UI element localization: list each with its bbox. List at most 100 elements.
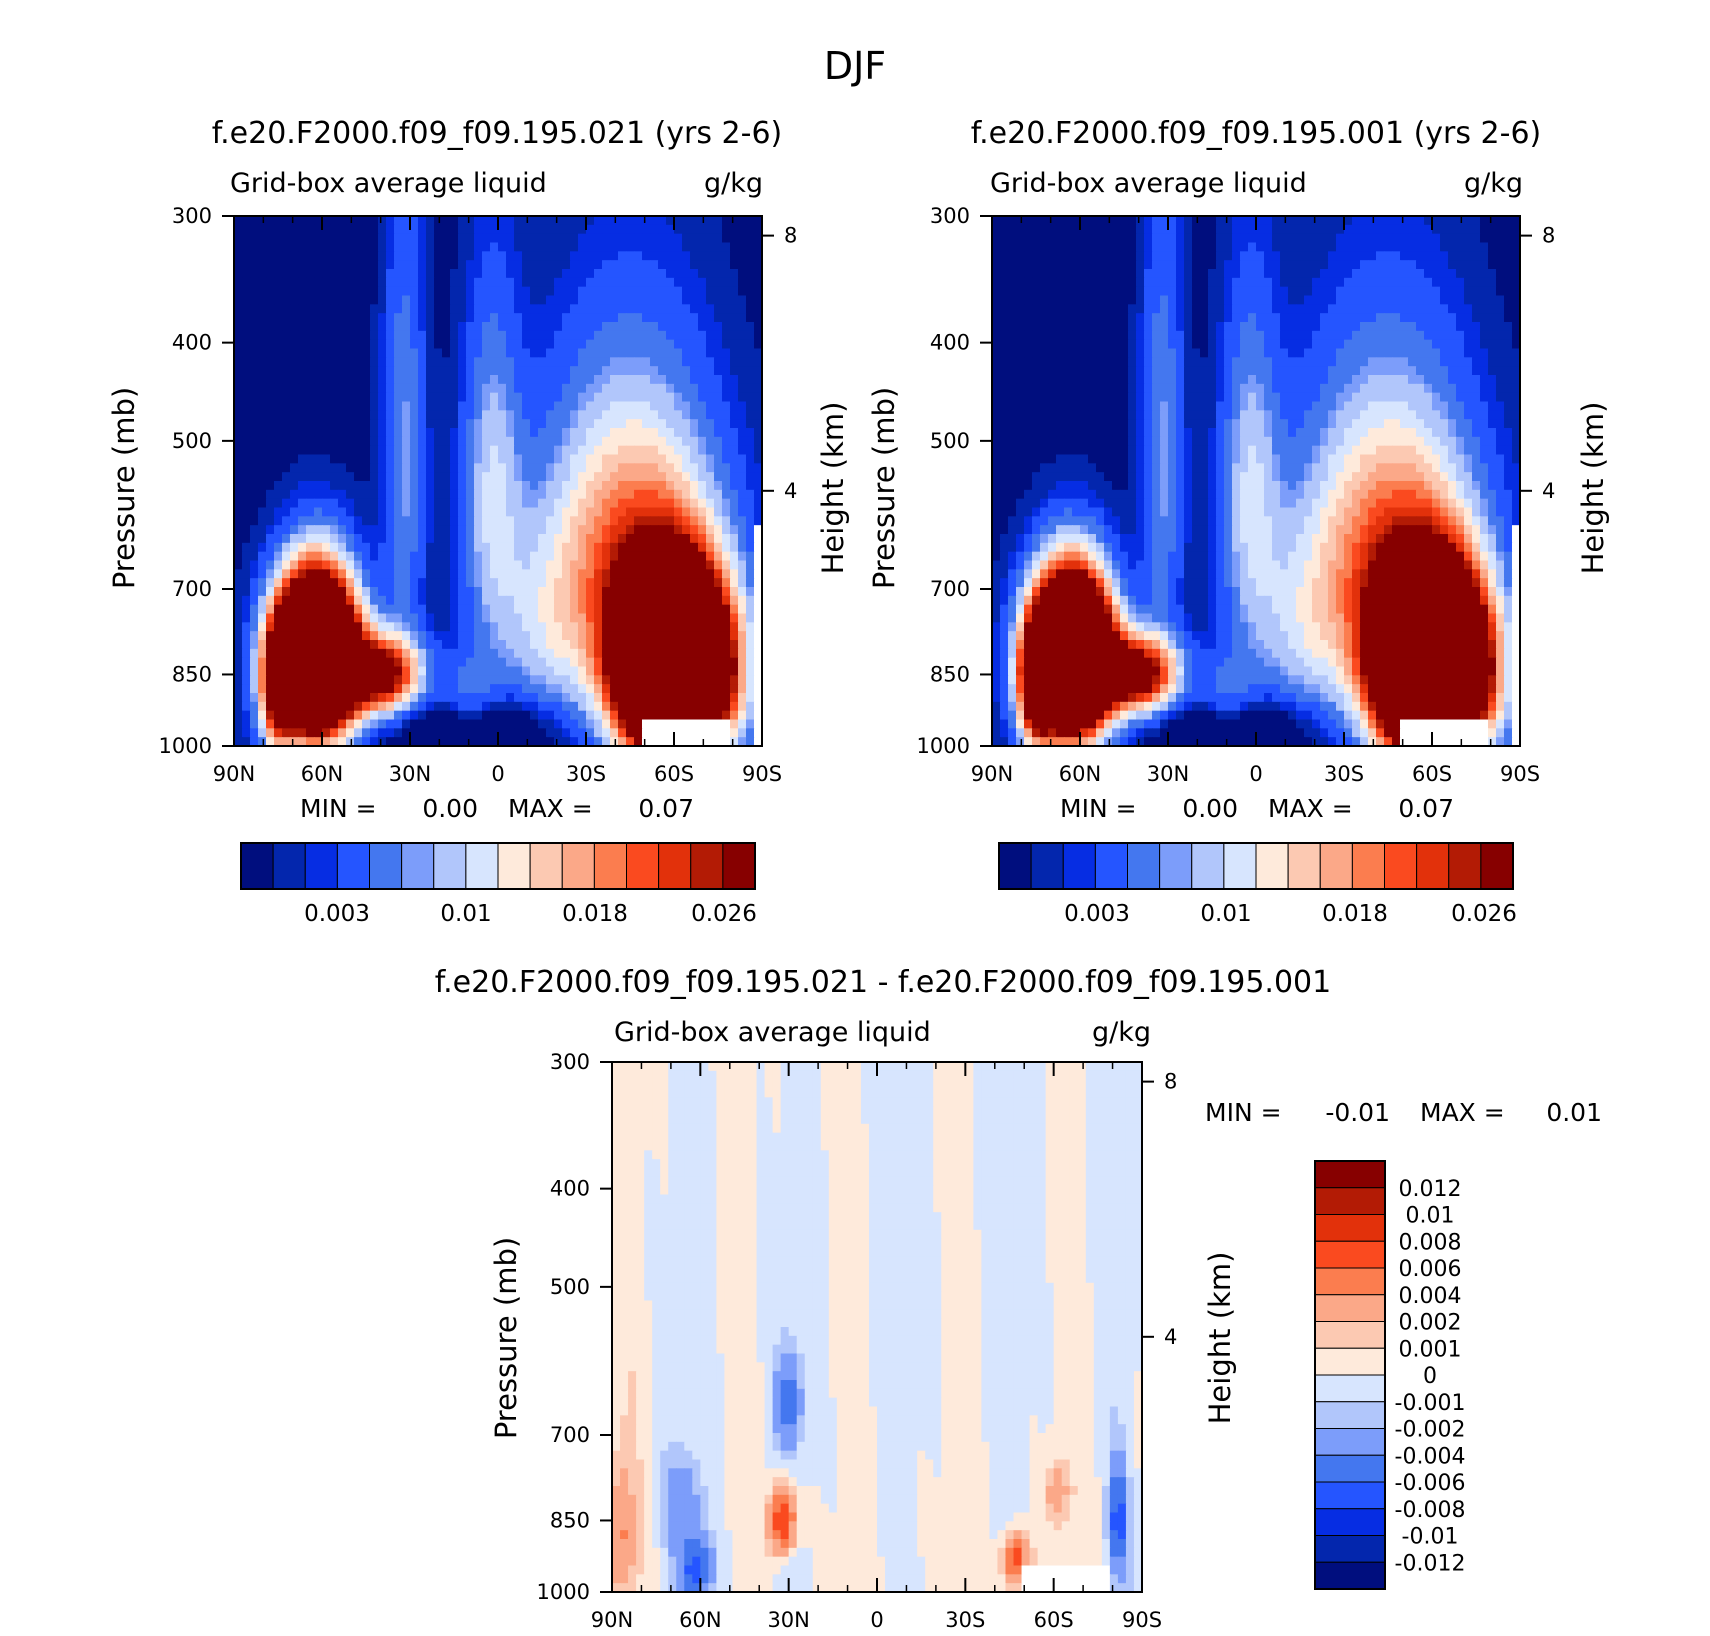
heatmap-cell [666, 525, 675, 535]
heatmap-cell [578, 339, 587, 350]
heatmap-cell [1184, 277, 1193, 288]
heatmap-cell [634, 251, 643, 261]
heatmap-cell [674, 481, 683, 491]
heatmap-cell [706, 613, 715, 623]
heatmap-cell [338, 578, 347, 588]
heatmap-cell [690, 472, 699, 482]
heatmap-cell [290, 286, 299, 297]
heatmap-cell [554, 498, 563, 509]
heatmap-cell [378, 560, 387, 570]
heatmap-cell [746, 640, 755, 650]
heatmap-cell [570, 498, 579, 509]
heatmap-cell [730, 578, 739, 588]
heatmap-cell [234, 224, 243, 235]
heatmap-cell [250, 595, 259, 606]
heatmap-cell [538, 383, 547, 394]
heatmap-cell [618, 525, 627, 535]
heatmap-cell [322, 375, 331, 385]
heatmap-cell [674, 684, 683, 694]
heatmap-cell [386, 392, 395, 403]
heatmap-cell [1192, 277, 1201, 288]
heatmap-cell [482, 304, 491, 314]
heatmap-cell [306, 295, 315, 305]
heatmap-cell [738, 595, 747, 606]
heatmap-cell [306, 560, 315, 570]
heatmap-cell [458, 436, 467, 447]
heatmap-cell [258, 375, 267, 385]
heatmap-cell [410, 693, 419, 703]
heatmap-cell [498, 463, 507, 473]
heatmap-cell [992, 269, 1001, 279]
heatmap-cell [234, 366, 243, 376]
heatmap-cell [498, 595, 507, 606]
heatmap-cell [314, 719, 323, 729]
heatmap-cell [1120, 224, 1129, 235]
heatmap-cell [722, 578, 731, 588]
heatmap-cell [746, 339, 755, 350]
heatmap-cell [258, 445, 267, 456]
heatmap-cell [234, 375, 243, 385]
heatmap-cell [738, 313, 747, 323]
heatmap-cell [346, 366, 355, 376]
heatmap-cell [306, 684, 315, 694]
heatmap-cell [666, 286, 675, 297]
heatmap-cell [290, 631, 299, 641]
heatmap-cell [362, 693, 371, 703]
heatmap-cell [602, 286, 611, 297]
heatmap-cell [1224, 269, 1233, 279]
heatmap-cell [586, 675, 595, 685]
heatmap-cell [322, 295, 331, 305]
heatmap-cell [426, 648, 435, 659]
heatmap-cell [690, 648, 699, 659]
heatmap-cell [746, 242, 755, 252]
heatmap-cell [666, 657, 675, 668]
heatmap-cell [530, 737, 539, 747]
heatmap-cell [666, 375, 675, 385]
heatmap-cell [594, 701, 603, 712]
heatmap-cell [530, 595, 539, 606]
heatmap-cell [1144, 322, 1153, 332]
heatmap-cell [266, 648, 275, 659]
heatmap-cell [370, 666, 379, 676]
heatmap-cell [1064, 260, 1073, 270]
heatmap-cell [1440, 304, 1449, 314]
heatmap-cell [514, 383, 523, 394]
heatmap-cell [306, 216, 315, 226]
heatmap-cell [738, 357, 747, 367]
heatmap-cell [386, 366, 395, 376]
heatmap-cell [714, 419, 723, 429]
heatmap-cell [1448, 313, 1457, 323]
heatmap-cell [410, 648, 419, 659]
heatmap-cell [618, 710, 627, 721]
heatmap-cell [586, 622, 595, 632]
heatmap-cell [698, 233, 707, 244]
heatmap-cell [410, 445, 419, 456]
heatmap-cell [586, 401, 595, 411]
heatmap-cell [682, 525, 691, 535]
heatmap-cell [738, 348, 747, 358]
heatmap-cell [410, 587, 419, 597]
heatmap-cell [1256, 269, 1265, 279]
heatmap-cell [234, 392, 243, 403]
heatmap-cell [530, 587, 539, 597]
heatmap-cell [562, 260, 571, 270]
heatmap-cell [642, 560, 651, 570]
heatmap-cell [610, 304, 619, 314]
heatmap-cell [682, 516, 691, 526]
heatmap-cell [1048, 304, 1057, 314]
heatmap-cell [722, 595, 731, 606]
heatmap-cell [602, 304, 611, 314]
heatmap-cell [450, 622, 459, 632]
heatmap-cell [354, 392, 363, 403]
heatmap-cell [992, 286, 1001, 297]
heatmap-cell [690, 578, 699, 588]
heatmap-cell [586, 330, 595, 341]
heatmap-cell [586, 322, 595, 332]
heatmap-cell [554, 728, 563, 738]
heatmap-cell [1112, 295, 1121, 305]
heatmap-cell [602, 675, 611, 685]
heatmap-cell [1344, 233, 1353, 244]
heatmap-cell [634, 525, 643, 535]
heatmap-cell [474, 313, 483, 323]
heatmap-cell [746, 269, 755, 279]
